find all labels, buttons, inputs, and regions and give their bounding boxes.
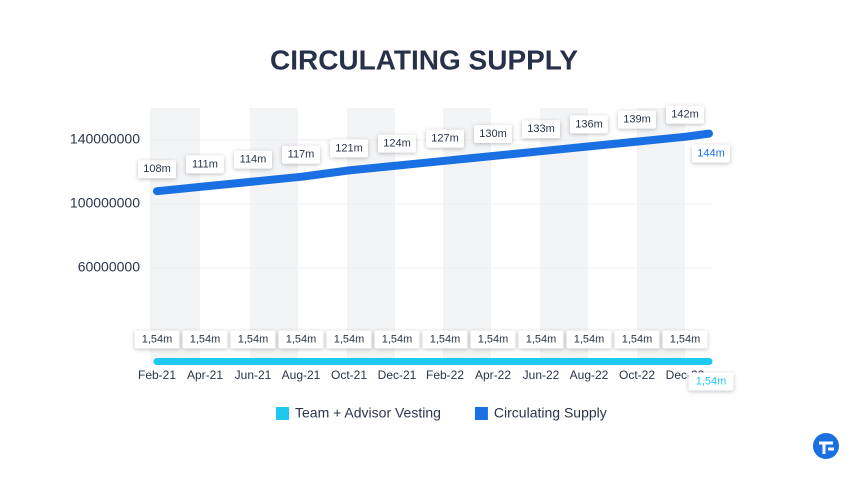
label-box: [134, 330, 180, 349]
legend-label: Circulating Supply: [494, 405, 607, 421]
x-tick-label: Aug-21: [282, 368, 321, 382]
data-label: 136m: [575, 118, 603, 130]
y-tick-label: 100000000: [70, 195, 140, 211]
data-label: 1,54m: [430, 333, 461, 345]
legend-swatch: [276, 407, 289, 420]
label-box: [666, 105, 704, 124]
data-label: 1,54m: [696, 375, 727, 387]
label-box: [182, 330, 228, 349]
data-label: 124m: [383, 138, 411, 150]
data-label: 130m: [479, 128, 507, 140]
label-box: [692, 144, 730, 163]
x-tick-label: Oct-21: [331, 368, 367, 382]
x-tick-label: Aug-22: [570, 368, 609, 382]
data-label: 127m: [431, 133, 459, 145]
label-box: [374, 330, 420, 349]
label-box: [470, 330, 516, 349]
y-tick-label: 60000000: [78, 259, 141, 275]
label-box: [278, 330, 324, 349]
label-box: [474, 125, 512, 143]
data-label: 139m: [623, 114, 651, 126]
data-label: 1,54m: [286, 333, 317, 345]
label-box: [230, 330, 276, 349]
x-tick-label: Apr-21: [187, 368, 223, 382]
data-label: 1,54m: [622, 333, 653, 345]
label-box: [570, 115, 608, 134]
data-label: 108m: [143, 163, 171, 175]
label-box: [662, 330, 708, 349]
x-tick-label: Jun-21: [235, 368, 272, 382]
data-label: 1,54m: [478, 333, 509, 345]
label-box: [518, 330, 564, 349]
label-box: [186, 155, 224, 174]
label-box: [422, 330, 468, 349]
x-tick-label: Oct-22: [619, 368, 655, 382]
data-label: 114m: [240, 154, 267, 166]
data-label: 111m: [192, 158, 218, 170]
x-tick-label: Jun-22: [523, 368, 560, 382]
data-label: 1,54m: [142, 333, 173, 345]
data-label: 1,54m: [574, 333, 605, 345]
x-tick-label: Feb-21: [138, 368, 176, 382]
chart-title: CIRCULATING SUPPLY: [270, 44, 578, 75]
label-box: [282, 145, 320, 164]
data-label: 121m: [335, 142, 363, 154]
label-box: [688, 372, 734, 391]
label-box: [426, 129, 464, 148]
label-box: [566, 330, 612, 349]
label-box: [326, 330, 372, 349]
data-label: 1,54m: [670, 333, 701, 345]
logo: [813, 433, 839, 459]
y-tick-label: 140000000: [70, 131, 140, 147]
label-box: [618, 110, 656, 129]
data-label: 1,54m: [526, 333, 557, 345]
data-label: 133m: [527, 123, 555, 135]
data-label: 1,54m: [238, 333, 269, 345]
data-label: 1,54m: [334, 333, 365, 345]
data-label: 1,54m: [382, 333, 413, 345]
data-label: 142m: [671, 109, 699, 121]
data-label: 117m: [288, 149, 315, 161]
series-line: [153, 129, 713, 196]
x-tick-label: Feb-22: [426, 368, 464, 382]
data-label: 144m: [697, 148, 725, 160]
legend-swatch: [474, 407, 488, 420]
x-tick-label: Apr-22: [475, 368, 511, 382]
legend-label: Team + Advisor Vesting: [295, 405, 441, 421]
label-box: [138, 160, 176, 179]
label-box: [522, 120, 560, 139]
data-label: 1,54m: [190, 333, 221, 345]
label-box: [378, 134, 416, 153]
x-tick-label: Dec-21: [378, 368, 417, 382]
label-box: [614, 330, 660, 349]
label-box: [330, 139, 368, 158]
label-box: [234, 150, 272, 169]
